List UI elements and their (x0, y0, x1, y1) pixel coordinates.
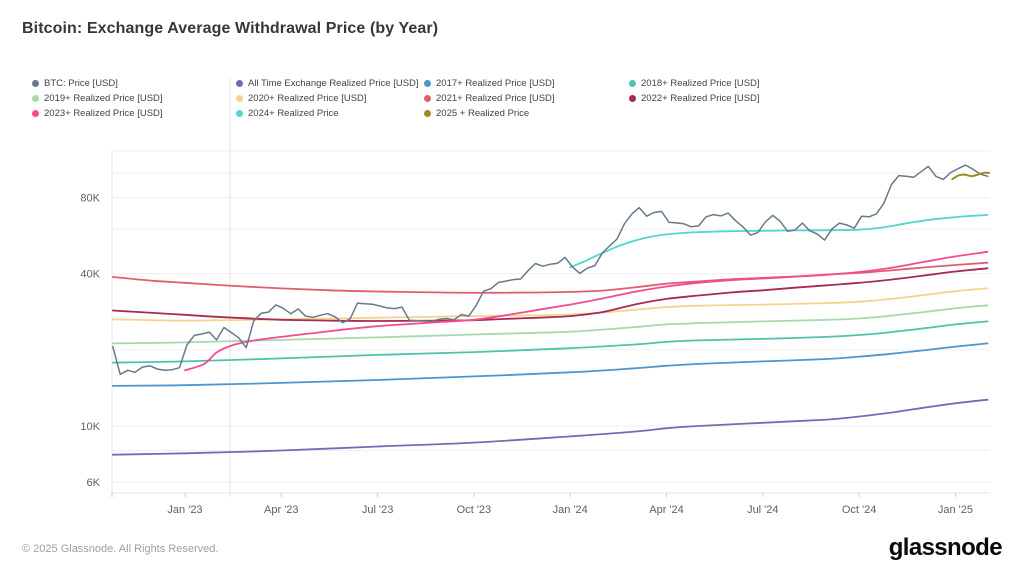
series-line-10 (951, 171, 991, 181)
series-line-7 (111, 267, 989, 322)
x-tick-label: Jan '23 (167, 504, 202, 516)
legend-item-1[interactable]: All Time Exchange Realized Price [USD] (236, 78, 424, 89)
legend-dot-icon (629, 95, 636, 102)
legend-item-label: 2021+ Realized Price [USD] (436, 93, 555, 104)
legend-item-7[interactable]: 2022+ Realized Price [USD] (629, 93, 902, 104)
copyright-text: © 2025 Glassnode. All Rights Reserved. (22, 543, 219, 555)
chart-legend: BTC: Price [USD] All Time Exchange Realiz… (32, 78, 902, 119)
legend-item-label: 2022+ Realized Price [USD] (641, 93, 760, 104)
legend-dot-icon (32, 80, 39, 87)
legend-dot-icon (32, 95, 39, 102)
x-tick-label: Jan '24 (553, 504, 588, 516)
x-tick-label: Apr '24 (649, 504, 684, 516)
legend-item-10[interactable]: 2025 + Realized Price (424, 108, 629, 119)
legend-item-label: 2017+ Realized Price [USD] (436, 78, 555, 89)
legend-dot-icon (424, 80, 431, 87)
series-line-9 (569, 214, 989, 269)
legend-dot-icon (424, 95, 431, 102)
legend-item-0[interactable]: BTC: Price [USD] (32, 78, 236, 89)
x-tick-label: Jul '24 (747, 504, 778, 516)
legend-item-label: 2020+ Realized Price [USD] (248, 93, 367, 104)
legend-item-label: All Time Exchange Realized Price [USD] (248, 78, 419, 89)
legend-item-label: 2023+ Realized Price [USD] (44, 108, 163, 119)
series-line-5 (111, 287, 989, 322)
series-line-3 (111, 320, 989, 364)
series-line-4 (111, 304, 989, 345)
legend-item-label: 2024+ Realized Price (248, 108, 339, 119)
legend-dot-icon (424, 110, 431, 117)
legend-dot-icon (236, 80, 243, 87)
legend-dot-icon (236, 95, 243, 102)
y-tick-label: 40K (80, 269, 100, 281)
legend-item-label: 2019+ Realized Price [USD] (44, 93, 163, 104)
legend-dot-icon (32, 110, 39, 117)
x-tick-label: Oct '24 (842, 504, 877, 516)
x-tick-label: Oct '23 (457, 504, 492, 516)
series-line-8 (184, 250, 989, 372)
glassnode-logo: glassnode (888, 534, 1003, 561)
legend-item-9[interactable]: 2024+ Realized Price (236, 108, 424, 119)
series-line-6 (111, 261, 989, 294)
legend-dot-icon (629, 80, 636, 87)
legend-item-6[interactable]: 2021+ Realized Price [USD] (424, 93, 629, 104)
legend-item-label: 2025 + Realized Price (436, 108, 530, 119)
legend-item-label: 2018+ Realized Price [USD] (641, 78, 760, 89)
y-tick-label: 6K (87, 477, 101, 489)
legend-item-5[interactable]: 2020+ Realized Price [USD] (236, 93, 424, 104)
series-line-2 (111, 342, 989, 387)
legend-item-4[interactable]: 2019+ Realized Price [USD] (32, 93, 236, 104)
series-line-0 (112, 164, 989, 376)
series-line-1 (111, 398, 989, 456)
legend-item-2[interactable]: 2017+ Realized Price [USD] (424, 78, 629, 89)
legend-item-label: BTC: Price [USD] (44, 78, 118, 89)
x-tick-label: Jan '25 (938, 504, 973, 516)
legend-dot-icon (236, 110, 243, 117)
x-tick-label: Jul '23 (362, 504, 393, 516)
legend-item-8[interactable]: 2023+ Realized Price [USD] (32, 108, 236, 119)
x-tick-label: Apr '23 (264, 504, 299, 516)
y-tick-label: 10K (80, 421, 100, 433)
page-title: Bitcoin: Exchange Average Withdrawal Pri… (22, 20, 439, 37)
legend-item-3[interactable]: 2018+ Realized Price [USD] (629, 78, 902, 89)
y-tick-label: 80K (80, 193, 100, 205)
